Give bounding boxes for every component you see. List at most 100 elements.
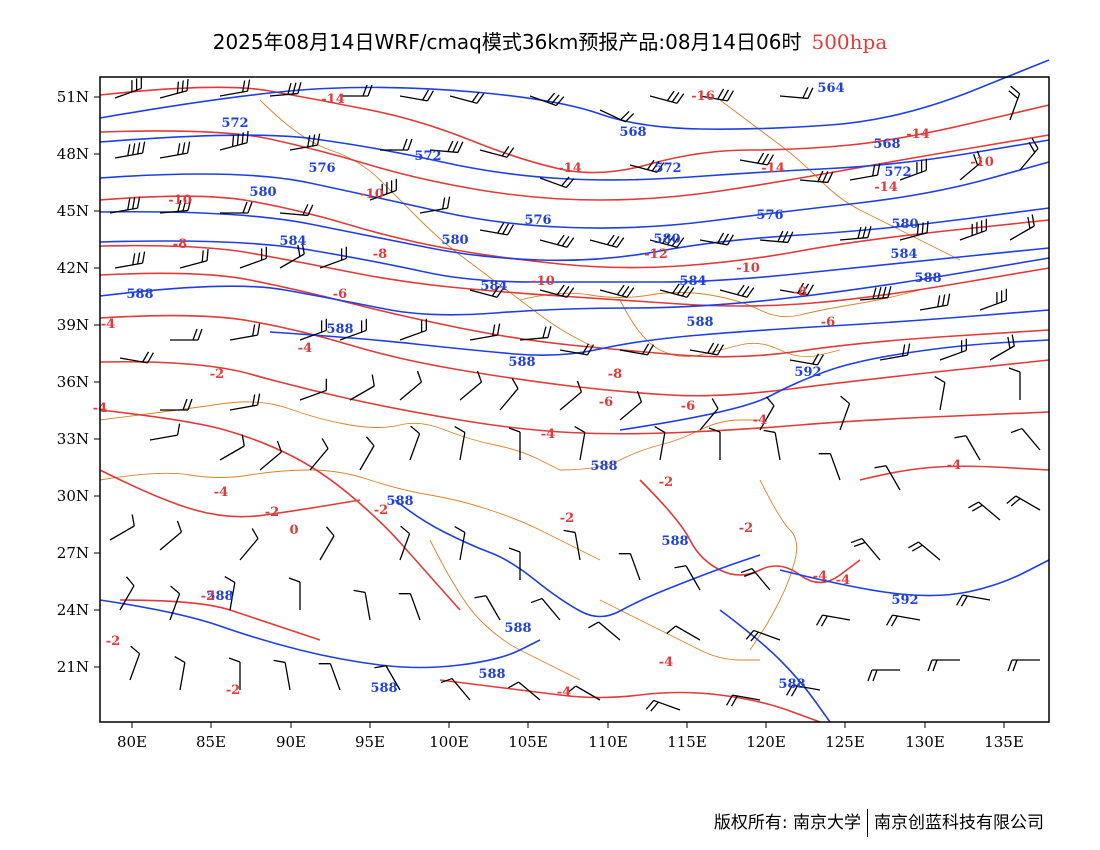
boundary-line bbox=[259, 99, 601, 351]
wind-barb bbox=[299, 378, 327, 401]
temperature-contour-label: -2 bbox=[226, 683, 240, 698]
wind-barb bbox=[867, 669, 900, 682]
temperature-contour-line bbox=[99, 130, 1050, 201]
boundary-line bbox=[429, 539, 581, 681]
map-frame bbox=[99, 76, 1050, 723]
temperature-contour-label: -4 bbox=[101, 317, 115, 332]
wind-barb bbox=[1009, 214, 1035, 241]
temperature-contour-label: -16 bbox=[691, 89, 715, 104]
wind-barb bbox=[763, 429, 781, 461]
wind-barb bbox=[159, 141, 191, 159]
wind-barb bbox=[899, 221, 929, 241]
wind-barb bbox=[645, 699, 681, 712]
wind-barb bbox=[559, 343, 594, 356]
temperature-contour-label: -2 bbox=[201, 589, 215, 604]
wind-barb bbox=[919, 293, 951, 311]
wind-barb bbox=[759, 396, 775, 431]
temperature-contour-label: 0 bbox=[289, 523, 298, 538]
lat-label: 42N bbox=[57, 259, 89, 277]
wind-barb bbox=[699, 398, 719, 431]
boundary-line bbox=[99, 401, 561, 471]
lon-label: 110E bbox=[588, 733, 628, 751]
wind-barb bbox=[799, 170, 834, 184]
temperature-contour-line bbox=[859, 465, 1050, 481]
wind-barb bbox=[618, 553, 641, 581]
lat-label: 24N bbox=[57, 601, 89, 619]
height-contour-label: 588 bbox=[508, 355, 535, 370]
contour-labels: 564 568 568 572 572 576 572 572 580 576 576 584 580 5… bbox=[93, 81, 994, 700]
wind-barb bbox=[419, 196, 451, 214]
wind-barb bbox=[239, 246, 267, 269]
wind-barb bbox=[454, 426, 466, 461]
wind-barb bbox=[779, 282, 814, 296]
wind-barb bbox=[566, 685, 601, 701]
wind-barb bbox=[529, 92, 565, 107]
height-contour-line bbox=[719, 609, 831, 723]
wind-barb bbox=[219, 434, 245, 461]
temperature-contour-label: -6 bbox=[821, 315, 835, 330]
wind-barb bbox=[959, 150, 983, 181]
height-contour-label: 576 bbox=[756, 208, 783, 223]
wind-barb bbox=[849, 163, 881, 181]
boundary-line bbox=[599, 599, 760, 661]
wind-barb bbox=[708, 427, 721, 460]
footer: 版权所有: 南京大学 南京创蓝科技有限公司 bbox=[714, 808, 1044, 837]
wind-barb bbox=[239, 528, 259, 561]
lon-label: 105E bbox=[508, 733, 548, 751]
lat-label: 39N bbox=[57, 316, 89, 334]
lat-label: 36N bbox=[57, 373, 89, 391]
latitude-axis: 51N 48N 45N 42N 39N 36N 33N 30N 27N 24N 21N bbox=[57, 88, 100, 676]
wind-barb bbox=[220, 201, 253, 214]
temperature-contour-label: -6 bbox=[681, 399, 695, 414]
wind-barb bbox=[959, 218, 987, 241]
wind-barb bbox=[399, 370, 423, 401]
height-contour-label: 592 bbox=[794, 365, 821, 380]
lat-label: 51N bbox=[57, 88, 89, 106]
temperature-contour-label: -14 bbox=[906, 127, 930, 142]
wind-barb bbox=[349, 374, 375, 401]
lat-label: 33N bbox=[57, 430, 89, 448]
title-text: 2025年08月14日WRF/cmaq模式36km预报产品:08月14日06时 bbox=[212, 30, 802, 54]
height-contour-label: 580 bbox=[249, 185, 276, 200]
wind-barb bbox=[299, 318, 327, 341]
height-contour-line bbox=[99, 161, 1050, 229]
wind-barb bbox=[989, 334, 1015, 361]
wind-barb bbox=[539, 176, 575, 189]
wind-barb bbox=[119, 576, 135, 611]
height-contour-label: 588 bbox=[206, 589, 233, 604]
wind-barb bbox=[726, 694, 761, 707]
height-contour-label: 580 bbox=[653, 232, 680, 247]
wind-barb bbox=[956, 594, 991, 607]
wind-barb bbox=[440, 677, 471, 701]
temperature-contour-line bbox=[639, 479, 861, 584]
lon-label: 100E bbox=[429, 733, 469, 751]
wind-barb bbox=[224, 576, 236, 611]
height-contour-label: 568 bbox=[873, 137, 900, 152]
boundary-line bbox=[519, 289, 921, 318]
height-contour-label: 588 bbox=[326, 322, 353, 337]
wind-barb bbox=[269, 82, 302, 97]
temperature-contour-label: -2 bbox=[374, 503, 388, 518]
wind-barb bbox=[629, 159, 665, 173]
wind-barb bbox=[229, 323, 261, 341]
wind-barb bbox=[219, 79, 251, 97]
wind-barb bbox=[508, 547, 521, 580]
wind-barb bbox=[159, 79, 189, 99]
wind-barb bbox=[288, 577, 301, 610]
height-contour-label: 592 bbox=[891, 593, 918, 608]
temperature-contour-label: -4 bbox=[541, 427, 555, 442]
wind-barb bbox=[1008, 85, 1021, 121]
temperature-contour-label: -10 bbox=[531, 274, 555, 289]
wind-barb bbox=[1006, 495, 1041, 511]
wind-barb bbox=[369, 178, 397, 201]
wind-barb bbox=[659, 283, 695, 298]
wind-barb bbox=[114, 251, 146, 269]
wind-barb bbox=[979, 288, 1007, 311]
wind-barb bbox=[399, 318, 427, 341]
wind-barb bbox=[454, 526, 466, 561]
wind-barb bbox=[859, 286, 892, 301]
temperature-contour-line bbox=[99, 409, 461, 611]
wind-barb bbox=[340, 84, 373, 97]
wind-barb bbox=[109, 514, 135, 541]
wind-barb bbox=[574, 426, 586, 461]
